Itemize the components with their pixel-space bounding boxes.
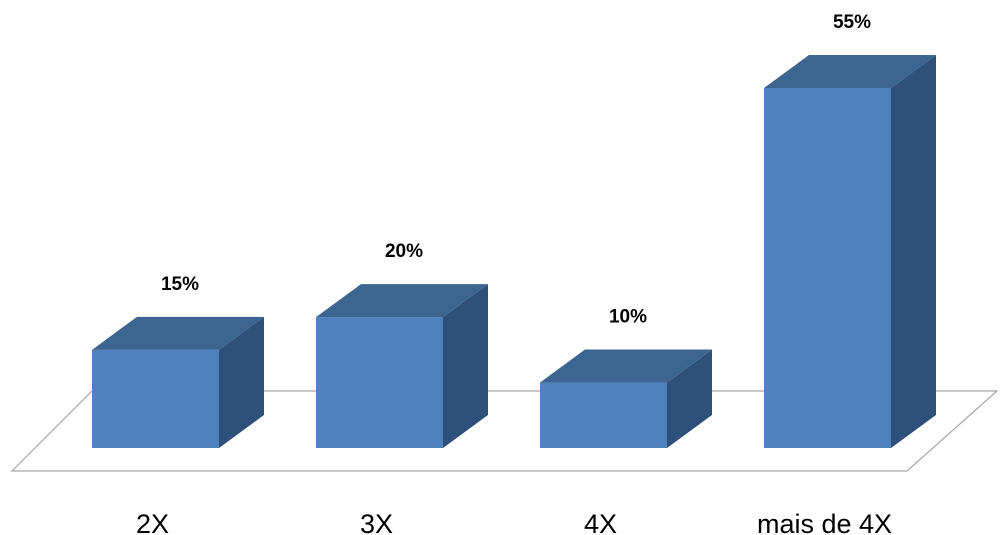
category-labels-group: 2X 3X 4X mais de 4X [136, 509, 892, 535]
bar-value-label: 10% [609, 307, 647, 328]
value-labels-group: 15% 20% 10% 55% [161, 12, 871, 328]
bar-front-face [316, 317, 443, 448]
category-label: 3X [360, 509, 393, 535]
bar-value-label: 20% [385, 241, 423, 262]
bar-value-label: 55% [833, 12, 871, 33]
bar [92, 316, 264, 448]
category-label: 4X [584, 509, 617, 535]
bar-side-face [891, 55, 936, 448]
bar-top-face [764, 55, 936, 88]
bars-group [92, 55, 936, 448]
bar [764, 55, 936, 448]
category-label: mais de 4X [757, 509, 892, 535]
bar-top-face [92, 316, 264, 350]
bar [540, 349, 712, 448]
bar-front-face [764, 88, 891, 448]
bar-top-face [316, 284, 488, 318]
bar-front-face [540, 382, 667, 448]
bar-side-face [667, 349, 712, 448]
chart-floor [10, 390, 999, 472]
bar-value-label: 15% [161, 274, 199, 295]
bar [316, 284, 488, 448]
bar-top-face [540, 349, 712, 383]
bar-side-face [443, 284, 488, 448]
bar-side-face [219, 316, 264, 448]
bar-front-face [92, 349, 219, 448]
category-label: 2X [136, 509, 169, 535]
